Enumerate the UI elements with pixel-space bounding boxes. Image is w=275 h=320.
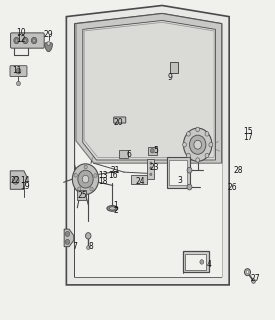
FancyBboxPatch shape xyxy=(147,159,155,179)
Text: 11: 11 xyxy=(12,66,21,75)
Text: 22: 22 xyxy=(11,176,21,185)
Circle shape xyxy=(47,42,50,45)
Text: 4: 4 xyxy=(206,260,211,269)
Circle shape xyxy=(15,39,18,42)
Polygon shape xyxy=(75,163,222,277)
Polygon shape xyxy=(76,13,222,163)
Circle shape xyxy=(78,187,81,191)
FancyBboxPatch shape xyxy=(10,33,44,48)
FancyBboxPatch shape xyxy=(119,150,128,158)
Text: 26: 26 xyxy=(228,183,238,192)
Text: 1: 1 xyxy=(113,201,118,210)
Polygon shape xyxy=(10,171,27,189)
Circle shape xyxy=(16,68,21,74)
Text: 10: 10 xyxy=(16,28,26,37)
FancyBboxPatch shape xyxy=(170,62,178,73)
Circle shape xyxy=(252,279,255,283)
Text: 3: 3 xyxy=(177,176,182,185)
Text: 25: 25 xyxy=(78,190,87,200)
Circle shape xyxy=(187,184,192,190)
Text: 21: 21 xyxy=(110,166,120,175)
Text: 17: 17 xyxy=(243,132,253,141)
Text: 19: 19 xyxy=(21,182,30,191)
FancyBboxPatch shape xyxy=(169,160,187,185)
Circle shape xyxy=(200,260,204,264)
Circle shape xyxy=(31,37,37,44)
FancyBboxPatch shape xyxy=(185,254,207,270)
Circle shape xyxy=(183,128,212,161)
Text: 5: 5 xyxy=(154,146,159,155)
Text: 29: 29 xyxy=(44,30,53,39)
Circle shape xyxy=(244,269,251,276)
Circle shape xyxy=(33,39,35,42)
Circle shape xyxy=(78,170,93,188)
Circle shape xyxy=(196,158,200,162)
Circle shape xyxy=(150,173,152,176)
Text: 18: 18 xyxy=(98,177,108,186)
Circle shape xyxy=(186,153,190,158)
Circle shape xyxy=(65,231,70,236)
Polygon shape xyxy=(84,22,214,157)
Circle shape xyxy=(183,142,186,147)
Circle shape xyxy=(186,132,190,136)
Text: 16: 16 xyxy=(108,172,118,180)
Text: 2: 2 xyxy=(113,206,118,215)
Polygon shape xyxy=(64,229,74,247)
Circle shape xyxy=(87,246,90,250)
Circle shape xyxy=(189,135,206,154)
Polygon shape xyxy=(83,20,216,160)
Circle shape xyxy=(205,153,209,158)
Text: 8: 8 xyxy=(89,242,93,251)
Text: 6: 6 xyxy=(127,150,132,159)
Circle shape xyxy=(16,81,20,86)
FancyBboxPatch shape xyxy=(183,252,209,272)
Circle shape xyxy=(86,233,91,239)
Circle shape xyxy=(90,187,93,191)
Circle shape xyxy=(23,37,28,44)
Circle shape xyxy=(150,167,152,169)
Circle shape xyxy=(14,37,19,44)
Circle shape xyxy=(74,173,77,177)
FancyBboxPatch shape xyxy=(114,117,126,123)
Text: 27: 27 xyxy=(250,274,260,283)
Circle shape xyxy=(72,164,99,195)
Circle shape xyxy=(246,270,249,274)
Text: 14: 14 xyxy=(21,176,30,185)
Text: 13: 13 xyxy=(98,172,108,180)
Circle shape xyxy=(209,142,213,147)
Circle shape xyxy=(12,177,19,184)
Circle shape xyxy=(194,140,202,149)
Ellipse shape xyxy=(107,205,118,211)
Circle shape xyxy=(187,167,192,173)
Text: 23: 23 xyxy=(150,164,159,172)
FancyBboxPatch shape xyxy=(167,157,190,188)
Circle shape xyxy=(84,165,87,169)
Text: 12: 12 xyxy=(16,35,25,44)
Circle shape xyxy=(196,127,200,132)
Circle shape xyxy=(150,148,154,153)
Ellipse shape xyxy=(109,207,115,210)
Circle shape xyxy=(205,132,209,136)
Text: 9: 9 xyxy=(168,73,173,82)
FancyBboxPatch shape xyxy=(131,175,147,184)
Polygon shape xyxy=(75,13,222,277)
Text: 24: 24 xyxy=(135,177,145,186)
Circle shape xyxy=(24,39,27,42)
FancyBboxPatch shape xyxy=(10,66,27,76)
Text: 28: 28 xyxy=(234,166,243,175)
FancyBboxPatch shape xyxy=(148,147,157,155)
FancyBboxPatch shape xyxy=(77,190,86,200)
Circle shape xyxy=(82,175,89,183)
Circle shape xyxy=(94,174,97,178)
Text: 7: 7 xyxy=(73,242,78,251)
Circle shape xyxy=(150,162,152,164)
Polygon shape xyxy=(45,43,53,52)
Polygon shape xyxy=(66,5,229,285)
Text: 20: 20 xyxy=(114,118,123,127)
Circle shape xyxy=(65,239,70,244)
Text: 15: 15 xyxy=(243,127,253,136)
